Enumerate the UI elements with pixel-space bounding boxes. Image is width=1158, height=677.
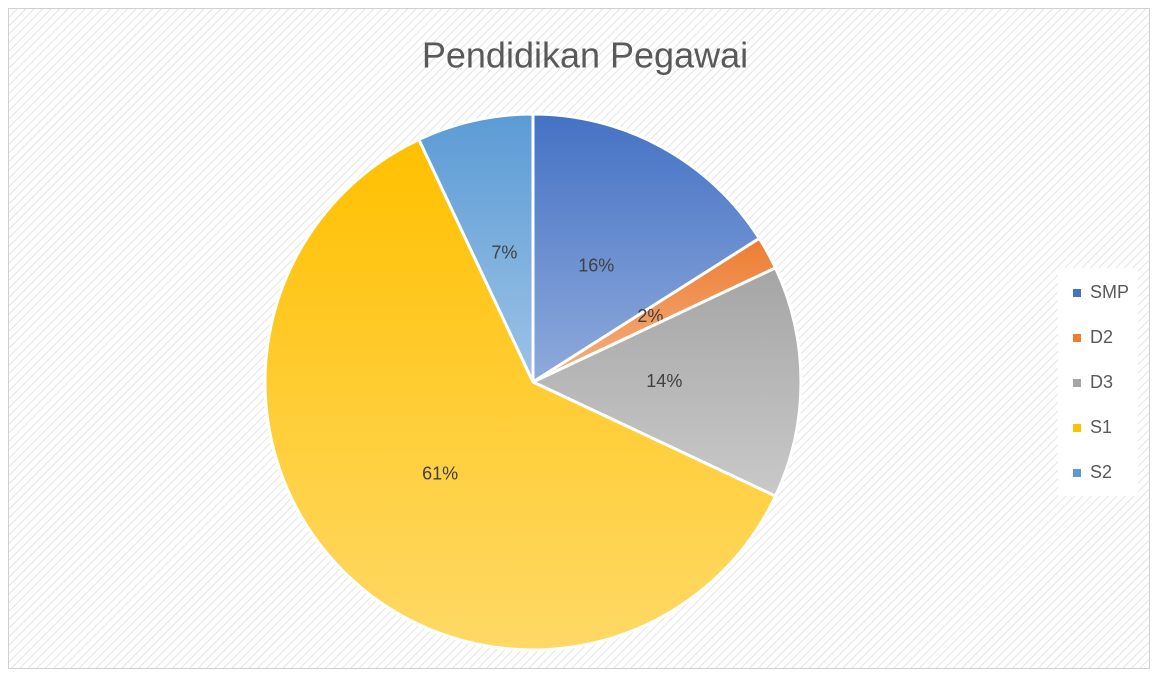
data-label: 16% — [578, 256, 614, 276]
legend-label: D3 — [1090, 372, 1113, 392]
data-label: 14% — [646, 371, 682, 391]
legend-swatch — [1073, 469, 1081, 477]
legend-label: S2 — [1090, 462, 1112, 482]
legend-label: D2 — [1090, 327, 1113, 347]
legend-swatch — [1073, 334, 1081, 342]
data-label: 7% — [491, 243, 517, 263]
chart-title: Pendidikan Pegawai — [422, 35, 748, 76]
pie-slice — [529, 265, 803, 499]
pie-slice — [263, 137, 778, 652]
legend-label: SMP — [1090, 282, 1129, 302]
legend-swatch — [1073, 289, 1081, 297]
legend-label: S1 — [1090, 417, 1112, 437]
legend-swatch — [1073, 379, 1081, 387]
pie-slice — [416, 112, 535, 383]
legend-swatch — [1073, 424, 1081, 432]
data-label: 2% — [637, 306, 663, 326]
data-label: 61% — [422, 464, 458, 484]
legend-box — [1058, 268, 1138, 496]
pie-slice — [531, 112, 762, 385]
